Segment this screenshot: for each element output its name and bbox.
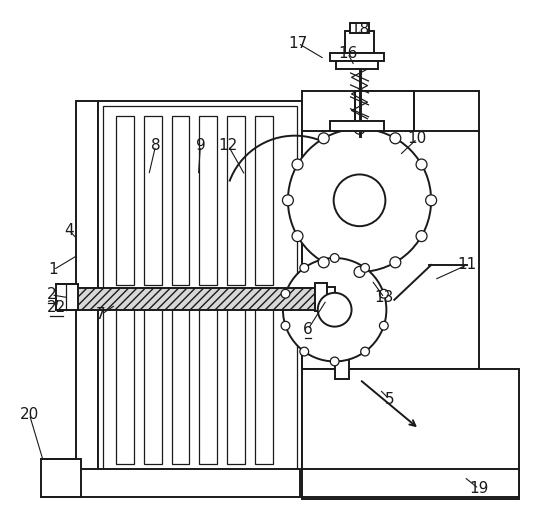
Circle shape [380,290,388,298]
Bar [103,106,297,469]
Circle shape [416,231,427,241]
Circle shape [330,357,339,366]
Bar [172,116,190,285]
Bar [172,305,190,464]
Circle shape [283,258,387,362]
Circle shape [281,321,290,330]
Text: 4: 4 [64,223,74,238]
Circle shape [318,133,329,144]
Circle shape [318,257,329,268]
Bar [334,250,349,379]
Circle shape [281,290,290,298]
Bar [330,53,384,61]
Bar [144,116,162,285]
Bar [227,305,245,464]
Text: 9: 9 [195,138,205,153]
Bar [199,116,217,285]
Circle shape [300,264,308,272]
Circle shape [292,159,303,170]
Bar [41,459,81,497]
Text: 5: 5 [384,392,394,407]
Text: 17: 17 [288,36,307,51]
Bar [315,283,327,311]
Circle shape [426,195,437,206]
Text: 10: 10 [408,131,427,146]
Text: 11: 11 [457,257,477,272]
Circle shape [282,195,293,206]
Text: 1: 1 [48,263,58,278]
Bar [227,116,245,285]
Circle shape [288,128,431,272]
Circle shape [361,347,369,356]
Bar [302,91,479,369]
Circle shape [300,347,308,356]
Bar [355,91,414,131]
Circle shape [354,123,365,134]
Text: 22: 22 [47,300,66,315]
Circle shape [333,175,386,226]
Circle shape [330,254,339,263]
Circle shape [416,159,427,170]
Circle shape [390,133,401,144]
Text: 8: 8 [151,138,160,153]
Bar [345,31,375,53]
Bar [330,121,384,131]
Circle shape [361,264,369,272]
Bar [327,287,334,307]
Text: 7: 7 [96,307,106,322]
Circle shape [318,293,351,327]
Text: 2: 2 [46,287,56,303]
Bar [116,305,134,464]
Bar [302,369,519,499]
Bar [116,116,134,285]
Circle shape [292,231,303,241]
Bar [144,305,162,464]
Text: 20: 20 [20,407,39,422]
Text: 13: 13 [375,290,394,305]
Text: 18: 18 [350,22,369,37]
Bar [255,116,273,285]
Bar [76,101,98,474]
Circle shape [380,321,388,330]
Bar [302,469,519,497]
Bar [76,469,300,497]
Text: 19: 19 [469,481,489,496]
Bar [199,305,217,464]
Bar [255,305,273,464]
Circle shape [354,266,365,278]
Bar [76,288,315,310]
Bar [98,101,302,474]
Bar [56,284,78,310]
Text: 12: 12 [219,138,238,153]
Text: 6: 6 [303,322,313,337]
Circle shape [390,257,401,268]
Bar [336,61,378,69]
Bar [350,23,369,33]
Text: 16: 16 [338,46,357,61]
